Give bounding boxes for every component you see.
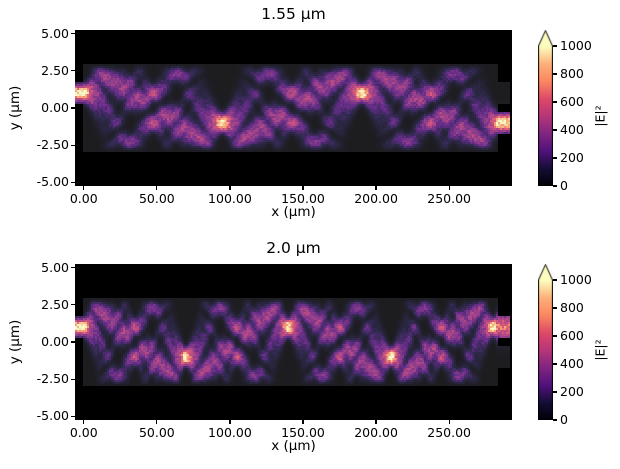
x-tick-mark bbox=[375, 420, 377, 424]
x-tick-label: 250.00 bbox=[427, 425, 472, 440]
y-tick-label: 5.00 bbox=[41, 25, 69, 41]
y-tick-label: -5.00 bbox=[36, 408, 69, 424]
colorbar-tick-mark bbox=[553, 335, 557, 337]
x-tick-mark bbox=[156, 420, 158, 424]
x-axis-label: x (μm) bbox=[271, 204, 316, 220]
x-tick-label: 50.00 bbox=[138, 191, 175, 206]
colorbar-2000nm bbox=[538, 264, 553, 420]
colorbar-tick-label: 400 bbox=[560, 356, 584, 371]
colorbar-tick-mark bbox=[553, 391, 557, 393]
x-tick-mark bbox=[229, 420, 231, 424]
x-tick-mark bbox=[302, 186, 304, 190]
y-tick-mark bbox=[71, 144, 75, 146]
field-heatmap-2000nm bbox=[75, 264, 512, 420]
colorbar-tick-mark bbox=[553, 419, 557, 421]
y-tick-label: 0.00 bbox=[41, 100, 69, 115]
y-tick-mark bbox=[71, 304, 75, 306]
x-tick-label: 100.00 bbox=[208, 191, 252, 206]
x-tick-label: 0.00 bbox=[69, 425, 98, 440]
colorbar-tick-mark bbox=[553, 157, 557, 159]
colorbar-tick-mark bbox=[553, 307, 557, 309]
colorbar-tick-label: 800 bbox=[560, 300, 584, 315]
field-heatmap-1550nm bbox=[75, 30, 512, 186]
colorbar-tick-mark bbox=[553, 101, 557, 103]
x-tick-label: 50.00 bbox=[138, 425, 175, 440]
y-tick-label: 5.00 bbox=[41, 259, 69, 275]
x-tick-mark bbox=[448, 186, 450, 190]
colorbar-tick-label: 200 bbox=[560, 384, 584, 399]
x-tick-mark bbox=[83, 186, 85, 190]
x-tick-label: 0.00 bbox=[69, 191, 98, 206]
y-tick-label: 0.00 bbox=[41, 334, 69, 349]
x-tick-mark bbox=[229, 186, 231, 190]
colorbar-tick-label: 400 bbox=[560, 122, 584, 137]
y-tick-label: -5.00 bbox=[36, 174, 69, 190]
x-tick-mark bbox=[83, 420, 85, 424]
colorbar-tick-mark bbox=[553, 45, 557, 47]
y-tick-mark bbox=[71, 341, 75, 343]
y-tick-mark bbox=[71, 267, 75, 269]
subplot-title-2000nm: 2.0 μm bbox=[266, 239, 321, 257]
y-tick-label: 2.50 bbox=[41, 62, 69, 78]
y-tick-label: -2.50 bbox=[36, 137, 69, 153]
y-axis-label: y (μm) bbox=[7, 85, 23, 131]
x-tick-label: 100.00 bbox=[208, 425, 252, 440]
y-tick-mark bbox=[71, 181, 75, 183]
colorbar-tick-mark bbox=[553, 129, 557, 131]
y-tick-mark bbox=[71, 415, 75, 417]
y-tick-mark bbox=[71, 33, 75, 35]
colorbar-tick-label: 0 bbox=[560, 178, 568, 193]
colorbar-tick-label: 0 bbox=[560, 412, 568, 427]
colorbar-tick-label: 600 bbox=[560, 328, 584, 343]
colorbar-tick-mark bbox=[553, 363, 557, 365]
y-tick-mark bbox=[71, 378, 75, 380]
colorbar-tick-mark bbox=[553, 279, 557, 281]
y-tick-label: 2.50 bbox=[41, 296, 69, 312]
y-tick-mark bbox=[71, 107, 75, 109]
colorbar-tick-label: 1000 bbox=[560, 272, 592, 287]
x-axis-label: x (μm) bbox=[271, 438, 316, 454]
colorbar-tick-label: 800 bbox=[560, 66, 584, 81]
x-tick-mark bbox=[302, 420, 304, 424]
x-tick-mark bbox=[156, 186, 158, 190]
x-tick-label: 200.00 bbox=[354, 425, 398, 440]
colorbar-tick-label: 600 bbox=[560, 94, 584, 109]
x-tick-mark bbox=[375, 186, 377, 190]
x-tick-label: 250.00 bbox=[427, 191, 472, 206]
x-tick-label: 200.00 bbox=[354, 191, 398, 206]
colorbar-tick-mark bbox=[553, 185, 557, 187]
y-tick-mark bbox=[71, 70, 75, 72]
subplot-title-1550nm: 1.55 μm bbox=[261, 5, 326, 23]
colorbar-tick-label: 1000 bbox=[560, 38, 592, 53]
colorbar-tick-label: 200 bbox=[560, 150, 584, 165]
x-tick-label: 150.00 bbox=[281, 191, 325, 206]
x-tick-mark bbox=[448, 420, 450, 424]
y-axis-label: y (μm) bbox=[7, 319, 23, 365]
colorbar-1550nm bbox=[538, 30, 553, 186]
x-tick-label: 150.00 bbox=[281, 425, 325, 440]
colorbar-tick-mark bbox=[553, 73, 557, 75]
y-tick-label: -2.50 bbox=[36, 371, 69, 387]
